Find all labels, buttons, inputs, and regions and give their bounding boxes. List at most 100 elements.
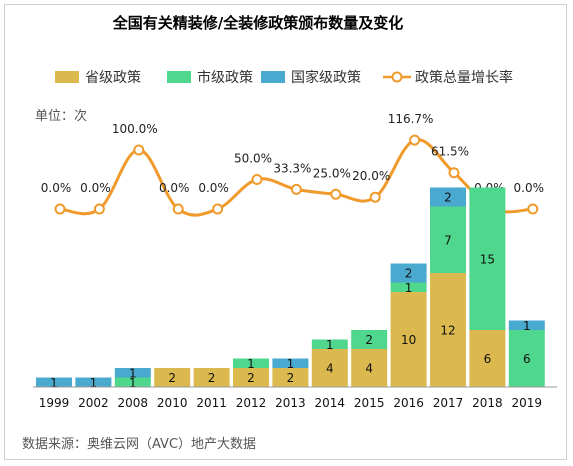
growth-rate-label: 61.5%	[431, 145, 469, 159]
bar-value-label: 2	[287, 371, 295, 385]
x-tick-label: 2010	[157, 396, 188, 410]
growth-rate-label: 0.0%	[514, 181, 545, 195]
bar-segment	[469, 330, 506, 387]
x-tick-label: 2002	[78, 396, 109, 410]
chart-canvas: 全国有关精装修/全装修政策颁布数量及变化 省级政策 市级政策 国家级政策 政策总量增长…	[22, 14, 557, 452]
bar-value-label: 1	[129, 366, 137, 380]
x-tick-label: 2008	[118, 396, 149, 410]
bar-value-label: 2	[444, 191, 452, 205]
x-axis-ticks: 1999 2002 2008 2010 2011 2012 2013 2014 2015 2016…	[39, 396, 542, 410]
bar-segment	[508, 320, 545, 330]
bar-segment	[154, 368, 191, 387]
x-tick-label: 2011	[196, 396, 227, 410]
bar-segment	[233, 358, 269, 368]
bar-segment	[351, 349, 388, 387]
legend-label: 国家级政策	[291, 69, 361, 86]
growth-rate-label: 0.0%	[41, 181, 72, 195]
bar-segment	[272, 368, 309, 387]
bar-value-label: 1	[50, 376, 58, 390]
bar-value-label: 1	[129, 376, 137, 390]
legend-swatch	[261, 71, 285, 83]
bar-segment	[311, 339, 348, 349]
bar-segment	[469, 187, 506, 330]
growth-rate-label: 50.0%	[234, 152, 272, 166]
legend-swatch	[167, 71, 191, 83]
bar-value-label: 12	[440, 324, 455, 338]
bar-value-label: 1	[247, 357, 255, 371]
growth-rate-marker	[54, 203, 66, 215]
x-tick-label: 2018	[472, 396, 503, 410]
x-tick-label: 1999	[39, 396, 70, 410]
bar-value-label: 1	[326, 338, 334, 352]
growth-rate-label: 116.7%	[388, 112, 434, 126]
bar-value-label: 4	[365, 362, 373, 376]
growth-rate-marker	[93, 203, 105, 215]
x-tick-label: 2015	[354, 396, 385, 410]
bar-value-label: 2	[365, 333, 373, 347]
bar-segment	[508, 330, 545, 387]
legend-label: 市级政策	[197, 69, 253, 86]
growth-rate-label: 0.0%	[198, 181, 229, 195]
growth-rate-marker	[133, 144, 145, 156]
bar-segment	[272, 358, 309, 368]
legend-swatch	[55, 71, 79, 83]
growth-rate-marker	[527, 203, 539, 215]
bar-segment	[114, 368, 151, 378]
bar-segment	[390, 292, 427, 387]
x-tick-label: 2019	[512, 396, 543, 410]
bar-value-label: 4	[326, 362, 334, 376]
bar-value-label: 6	[484, 352, 492, 366]
bar-value-label: 1	[523, 319, 531, 333]
growth-rate-marker	[172, 203, 184, 215]
growth-rate-marker	[369, 191, 381, 203]
x-tick-label: 2014	[315, 396, 346, 410]
x-tick-label: 2013	[275, 396, 306, 410]
growth-rate-label: 25.0%	[313, 166, 351, 180]
bar-value-label: 1	[405, 281, 413, 295]
bar-segment	[390, 263, 427, 283]
x-tick-label: 2017	[433, 396, 464, 410]
chart-title: 全国有关精装修/全装修政策颁布数量及变化	[112, 14, 403, 32]
growth-rate-marker	[409, 134, 421, 146]
growth-rate-label: 0.0%	[80, 181, 111, 195]
bar-segment	[36, 377, 72, 387]
legend-item-1: 市级政策	[167, 69, 253, 86]
growth-rate-label: 33.3%	[273, 161, 311, 175]
legend-item-2: 国家级政策	[261, 69, 361, 86]
bar-segment	[233, 368, 269, 387]
bar-value-label: 2	[168, 371, 176, 385]
growth-rate-marker	[290, 183, 302, 195]
data-source-note: 数据来源：奥维云网（AVC）地产大数据	[22, 437, 256, 452]
chart-frame: 全国有关精装修/全装修政策颁布数量及变化 省级政策 市级政策 国家级政策 政策总量增长…	[4, 4, 567, 460]
legend: 省级政策 市级政策 国家级政策 政策总量增长率	[55, 69, 513, 86]
bar-segment	[430, 187, 466, 207]
bar-segment	[75, 377, 112, 387]
bar-value-label: 2	[208, 371, 216, 385]
legend-item-0: 省级政策	[55, 69, 141, 86]
legend-marker	[391, 71, 403, 83]
bar-value-label: 15	[480, 252, 495, 266]
growth-rate-marker	[251, 174, 263, 185]
bar-value-label: 10	[401, 333, 416, 347]
growth-rate-label: 100.0%	[112, 122, 158, 136]
legend-label: 政策总量增长率	[415, 69, 513, 86]
growth-rate-label: 0.0%	[159, 181, 190, 195]
bar-value-label: 1	[287, 357, 295, 371]
bar-segment	[430, 273, 466, 387]
x-tick-label: 2012	[236, 396, 267, 410]
bar-value-label: 2	[247, 371, 255, 385]
bar-segment	[430, 206, 466, 273]
bar-segment	[390, 282, 427, 292]
growth-rate-line-layer: 0.0% 0.0%100.0%0.0% 0.0%50.0%33.3% 25.0% 20.…	[41, 112, 545, 217]
bar-segment	[114, 377, 151, 387]
bar-value-label: 2	[405, 267, 413, 281]
legend-item-3: 政策总量增长率	[383, 69, 513, 86]
bar-segment	[193, 368, 230, 387]
bar-value-label: 1	[90, 376, 98, 390]
bar-value-label: 7	[444, 233, 452, 247]
growth-rate-label: 20.0%	[352, 169, 390, 183]
bar-value-label: 6	[523, 352, 531, 366]
bar-segment	[351, 330, 388, 349]
growth-rate-marker	[330, 188, 342, 200]
